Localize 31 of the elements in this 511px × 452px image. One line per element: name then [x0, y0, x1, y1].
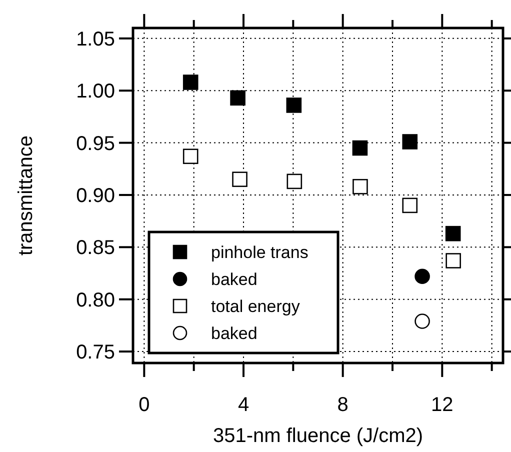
legend-label: baked	[211, 270, 258, 289]
point	[445, 226, 461, 242]
x-tick-label: 4	[238, 394, 250, 416]
point	[352, 178, 368, 194]
point	[286, 98, 302, 113]
legend-label: baked	[211, 324, 258, 343]
point	[182, 148, 198, 164]
legend-label: pinhole trans	[211, 242, 308, 262]
y-tick-label: 1.00	[76, 80, 115, 103]
point	[352, 140, 368, 156]
point	[414, 268, 430, 284]
y-tick-label: 0.75	[76, 342, 115, 364]
point	[232, 172, 248, 187]
y-tick-label: 0.80	[76, 289, 115, 312]
y-tick-label: 1.05	[76, 28, 115, 50]
point	[402, 198, 418, 214]
x-axis-title: 351-nm fluence (J/cm2)	[212, 425, 424, 447]
y-axis-title: transmittance	[15, 135, 37, 256]
legend-label: total energy	[211, 296, 300, 316]
y-tick-label: 0.90	[76, 184, 115, 207]
x-tick-label: 12	[431, 394, 454, 416]
x-tick-label: 8	[337, 394, 348, 416]
point	[230, 90, 246, 106]
x-tick-label: 0	[138, 394, 150, 416]
point	[414, 314, 430, 329]
point	[446, 253, 461, 268]
point	[182, 74, 198, 90]
y-tick-label: 0.95	[76, 132, 115, 155]
point	[402, 134, 418, 150]
point	[286, 174, 302, 190]
y-tick-label: 0.85	[76, 237, 115, 260]
